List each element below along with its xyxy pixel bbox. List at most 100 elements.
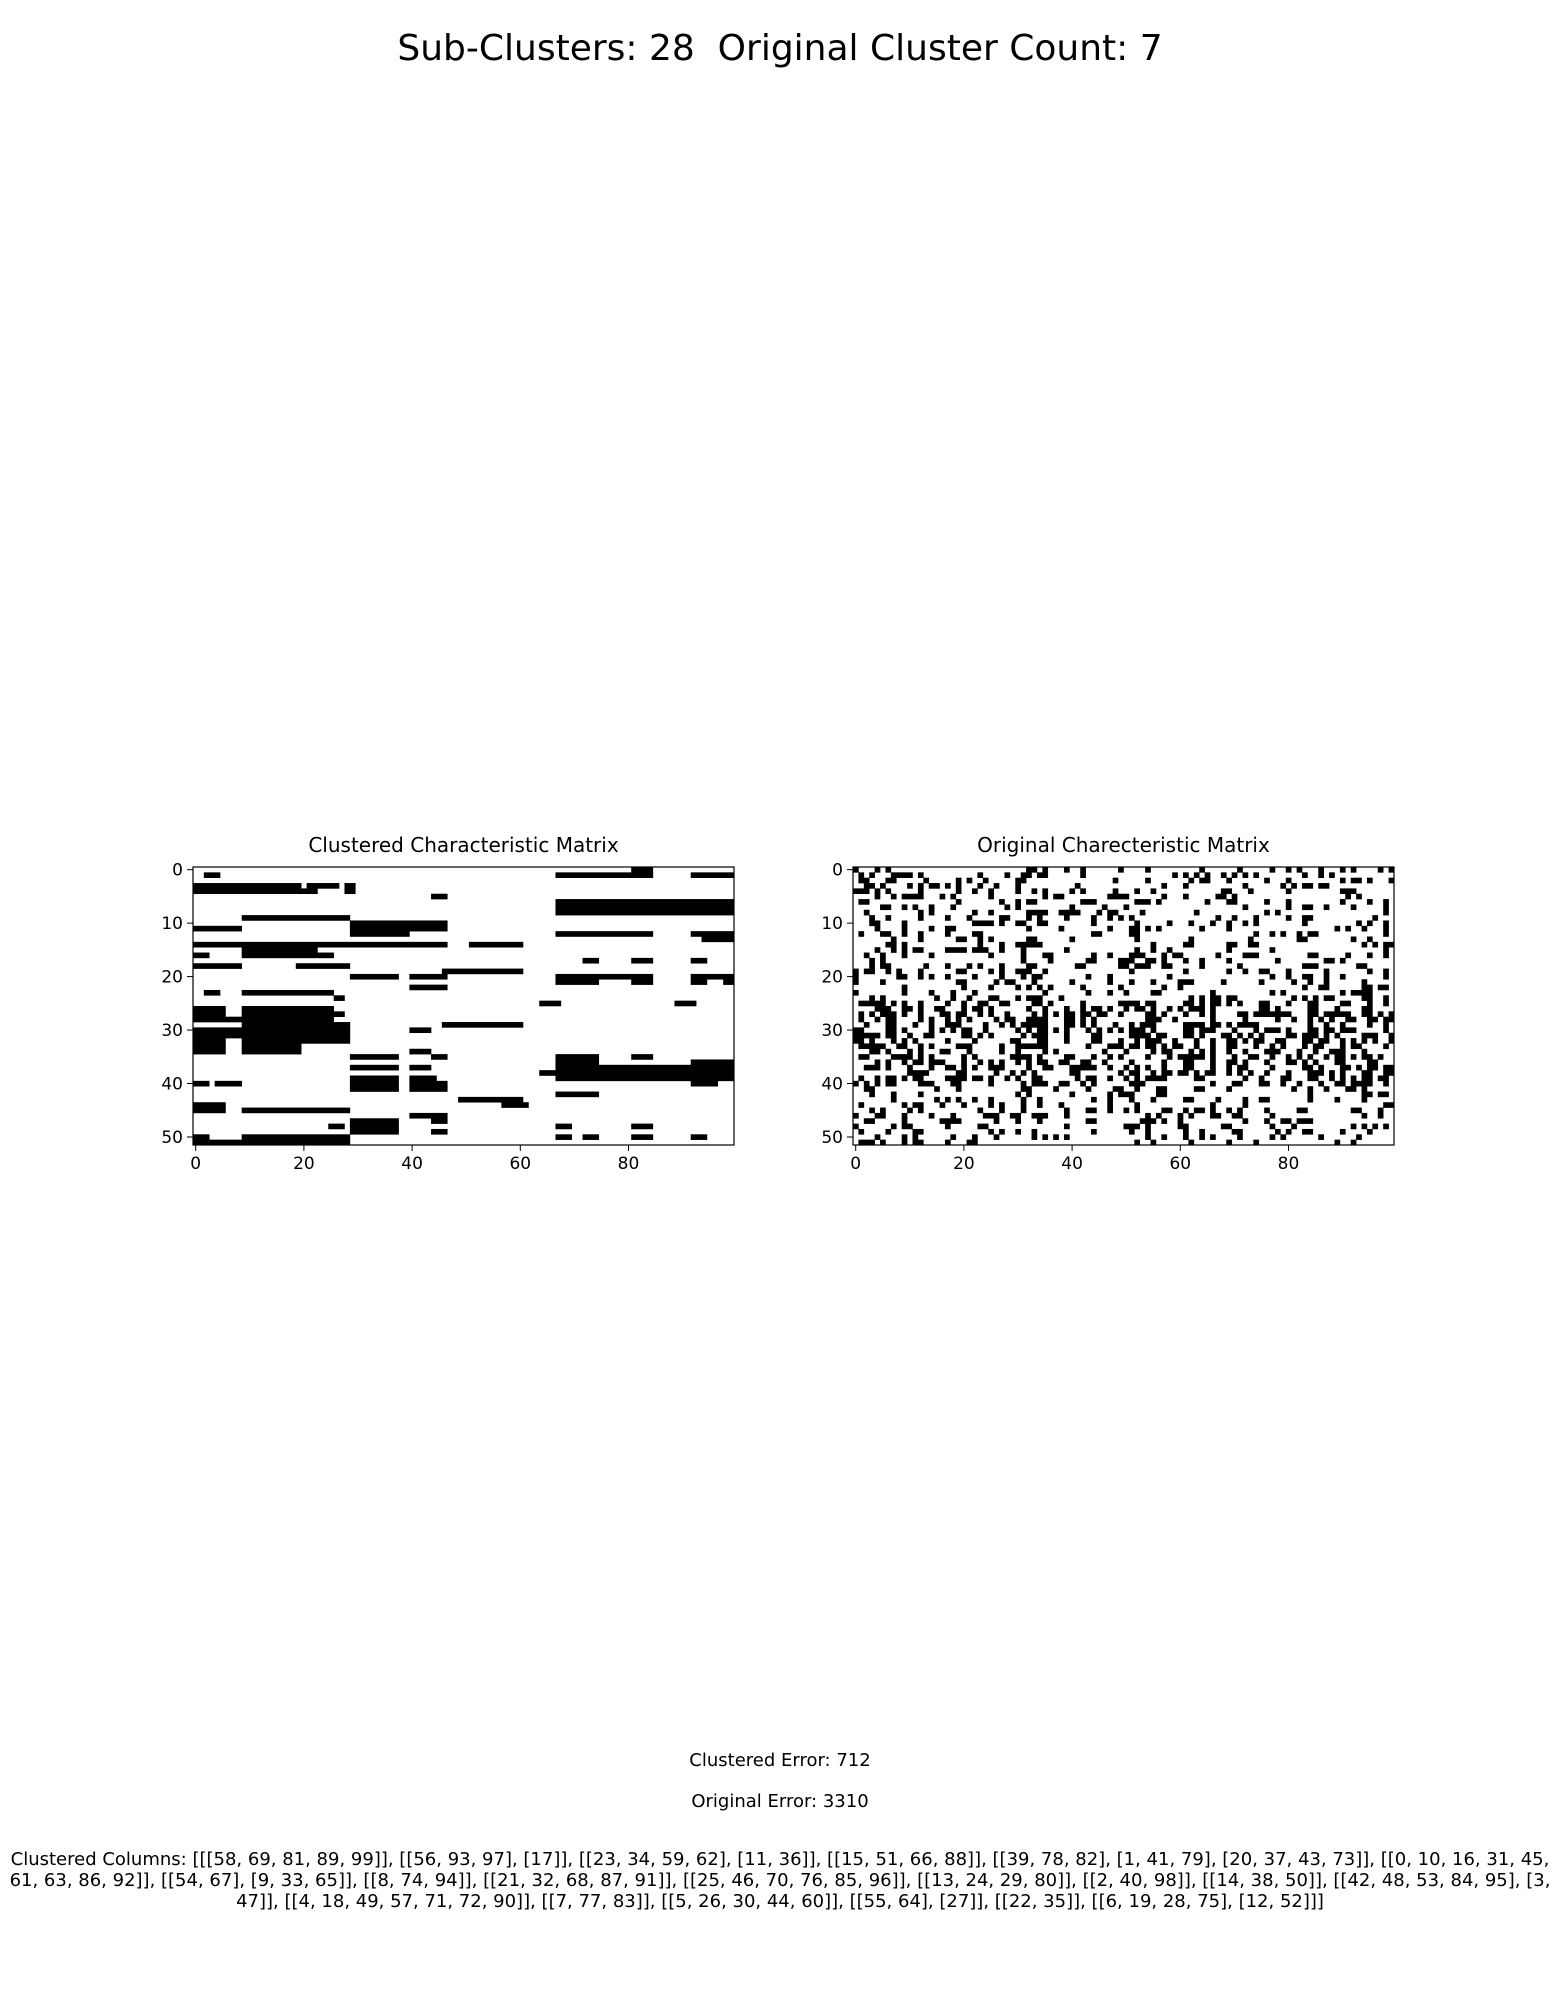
original-matrix-cell-run xyxy=(1339,867,1346,873)
original-matrix-cell-run xyxy=(1231,915,1238,921)
original-matrix-cell-run xyxy=(1366,952,1373,959)
original-matrix-cell-run xyxy=(1150,947,1157,953)
original-matrix-cell-run xyxy=(901,1027,908,1034)
original-matrix-cell-run xyxy=(934,1006,946,1012)
original-matrix-cell-run xyxy=(863,909,870,916)
clustered-matrix-cell-run xyxy=(409,984,448,991)
original-matrix-cell-run xyxy=(874,893,881,900)
original-matrix-cell-run xyxy=(1302,1059,1308,1066)
original-matrix-cell-run xyxy=(1015,904,1022,911)
original-matrix-cell-run xyxy=(874,1059,881,1066)
original-matrix-cell-run xyxy=(1242,872,1249,878)
clustered-matrix-cell-run xyxy=(193,1102,226,1108)
original-matrix-cell-run xyxy=(1312,1048,1319,1055)
clustered-matrix-cell-run xyxy=(674,1000,697,1007)
clustered-matrix-cell-run xyxy=(631,957,654,964)
original-matrix-cell-run xyxy=(1377,1075,1389,1082)
original-matrix-cell-run xyxy=(982,1027,989,1034)
original-matrix-cell-run xyxy=(1118,1054,1124,1060)
original-matrix-cell-run xyxy=(1155,1032,1168,1039)
original-matrix-cell-run xyxy=(1226,1139,1232,1146)
original-matrix-cell-run xyxy=(1020,1070,1027,1076)
original-matrix-cell-run xyxy=(1112,1086,1124,1092)
original-matrix-cell-run xyxy=(1388,867,1395,873)
original-matrix-cell-run xyxy=(1193,1075,1205,1082)
original-matrix-cell-run xyxy=(1237,1000,1243,1007)
original-matrix-cell-run xyxy=(1210,995,1222,1001)
clustered-matrix-cell-run xyxy=(241,1043,302,1050)
original-matrix-cell-run xyxy=(1226,1059,1238,1066)
original-matrix-cell-run xyxy=(1210,1054,1216,1060)
clustered-matrix-ytick-label: 10 xyxy=(161,914,183,934)
original-matrix-cell-run xyxy=(972,1006,984,1012)
original-matrix-cell-run xyxy=(1193,1038,1200,1044)
original-matrix-cell-run xyxy=(917,1054,924,1060)
clustered-matrix-cell-run xyxy=(193,883,302,889)
original-matrix-cell-run xyxy=(1220,872,1227,878)
original-matrix-cell-run xyxy=(863,952,870,959)
clustered-matrix-cell-run xyxy=(555,899,735,905)
original-matrix-cell-run xyxy=(1107,1102,1113,1108)
original-matrix-cell-run xyxy=(1166,947,1173,953)
original-matrix-cell-run xyxy=(1210,1043,1216,1050)
original-matrix-cell-run xyxy=(955,1016,962,1023)
clustered-matrix-cell-run xyxy=(193,1080,210,1087)
original-matrix-cell-run xyxy=(890,1091,897,1098)
original-matrix-cell-run xyxy=(1318,883,1330,889)
original-matrix-cell-run xyxy=(853,968,859,975)
original-matrix-cell-run xyxy=(1210,1102,1216,1108)
clustered-matrix-cell-run xyxy=(431,1128,448,1135)
original-matrix-cell-run xyxy=(1242,1102,1249,1108)
original-matrix-cell-run xyxy=(1031,1080,1049,1087)
original-matrix-cell-run xyxy=(1339,1038,1346,1044)
original-matrix-xtick-label: 0 xyxy=(850,1154,861,1170)
original-matrix-cell-run xyxy=(863,1118,875,1124)
original-matrix-cell-run xyxy=(1107,925,1113,932)
original-matrix-cell-run xyxy=(1253,920,1260,927)
original-matrix-cell-run xyxy=(999,941,1005,948)
clustered-matrix-cell-run xyxy=(193,888,318,895)
clustered-matrix-ytick-label: 20 xyxy=(161,968,183,988)
original-matrix-cell-run xyxy=(1183,1059,1195,1066)
original-matrix-cell-run xyxy=(1226,1000,1232,1007)
original-matrix-cell-run xyxy=(1074,883,1081,889)
original-matrix-cell-run xyxy=(1215,915,1222,921)
original-matrix-cell-run xyxy=(1134,1075,1141,1082)
original-matrix-cell-run xyxy=(1302,973,1314,980)
original-matrix-cell-run xyxy=(1264,1118,1270,1124)
original-matrix-cell-run xyxy=(1350,867,1357,873)
original-matrix-cell-run xyxy=(1026,1016,1049,1023)
original-matrix-cell-run xyxy=(1031,1070,1038,1076)
original-matrix-cell-run xyxy=(1258,1032,1265,1039)
original-matrix-cell-run xyxy=(1226,1086,1232,1092)
original-matrix-cell-run xyxy=(923,877,930,884)
original-matrix-cell-run xyxy=(1080,1006,1086,1012)
original-matrix-cell-run xyxy=(999,1000,1011,1007)
original-matrix-cell-run xyxy=(1053,1086,1059,1092)
original-matrix-cell-run xyxy=(1231,1128,1243,1135)
original-matrix-cell-run xyxy=(1377,984,1389,991)
original-matrix-cell-run xyxy=(1318,1038,1330,1044)
original-matrix-cell-run xyxy=(901,1118,908,1124)
original-matrix-cell-run xyxy=(1302,904,1314,911)
original-matrix-cell-run xyxy=(1155,1091,1168,1098)
original-matrix-cell-run xyxy=(1091,1096,1097,1103)
original-matrix-cell-run xyxy=(977,963,984,969)
original-matrix-cell-run xyxy=(1345,925,1352,932)
clustered-matrix-cell-run xyxy=(193,1134,210,1140)
original-matrix-ytick-label: 20 xyxy=(821,968,843,988)
original-matrix-cell-run xyxy=(1058,995,1065,1001)
original-matrix-cell-run xyxy=(1096,1011,1108,1017)
original-matrix-cell-run xyxy=(1150,1096,1157,1103)
original-matrix-cell-run xyxy=(1329,1075,1335,1082)
original-matrix-cell-run xyxy=(1242,1075,1249,1082)
original-matrix-cell-run xyxy=(1285,867,1292,873)
original-matrix-cell-run xyxy=(1226,1107,1232,1114)
clustered-matrix-cell-run xyxy=(555,931,654,937)
original-matrix-cell-run xyxy=(1383,968,1389,975)
original-matrix-cell-run xyxy=(1334,1096,1341,1103)
original-matrix-cell-run xyxy=(1210,1048,1216,1055)
original-matrix-cell-run xyxy=(1210,1080,1216,1087)
original-matrix-cell-run xyxy=(1009,1070,1016,1076)
original-matrix-cell-run xyxy=(1091,920,1097,927)
